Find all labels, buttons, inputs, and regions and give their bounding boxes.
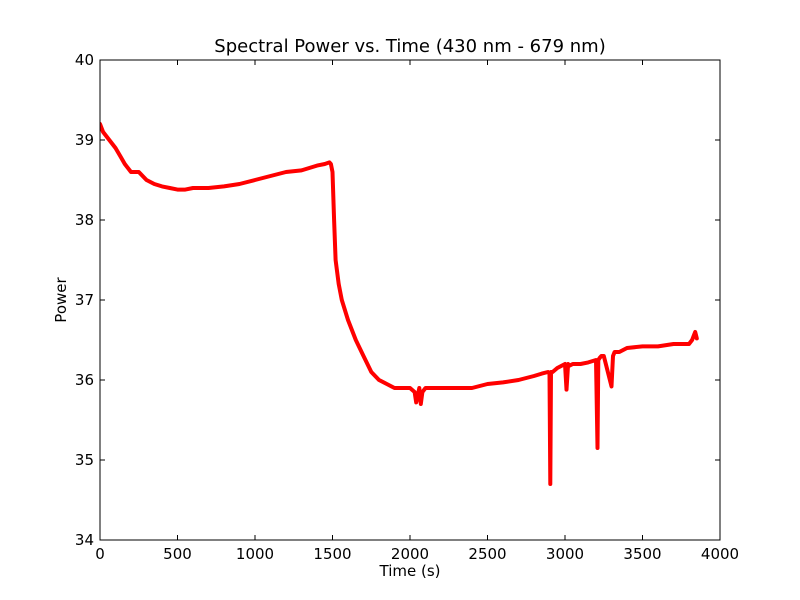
x-tick-label: 2000 (391, 545, 429, 563)
x-tick-label: 1500 (313, 545, 351, 563)
x-tick-label: 1000 (236, 545, 274, 563)
y-tick-label: 35 (75, 451, 94, 469)
x-tick-label: 3000 (546, 545, 584, 563)
x-tick-label: 0 (95, 545, 105, 563)
y-tick-label: 39 (75, 131, 94, 149)
y-tick-label: 40 (75, 51, 94, 69)
y-axis-label: Power (52, 276, 70, 322)
y-tick-label: 38 (75, 211, 94, 229)
x-tick-label: 4000 (701, 545, 739, 563)
plot-frame (99, 59, 721, 541)
chart-title: Spectral Power vs. Time (430 nm - 679 nm… (214, 36, 605, 57)
y-tick-label: 34 (75, 531, 94, 549)
x-tick-label: 3500 (623, 545, 661, 563)
y-tick-label: 37 (75, 291, 94, 309)
x-tick-label: 500 (163, 545, 192, 563)
power-series-line (100, 122, 699, 486)
x-axis-label: Time (s) (379, 562, 441, 580)
x-tick-label: 2500 (468, 545, 506, 563)
axis-ticks: 0 500 1000 1500 2000 2500 3000 3500 4000 34 35 36 37… (75, 51, 739, 563)
y-tick-label: 36 (75, 371, 94, 389)
